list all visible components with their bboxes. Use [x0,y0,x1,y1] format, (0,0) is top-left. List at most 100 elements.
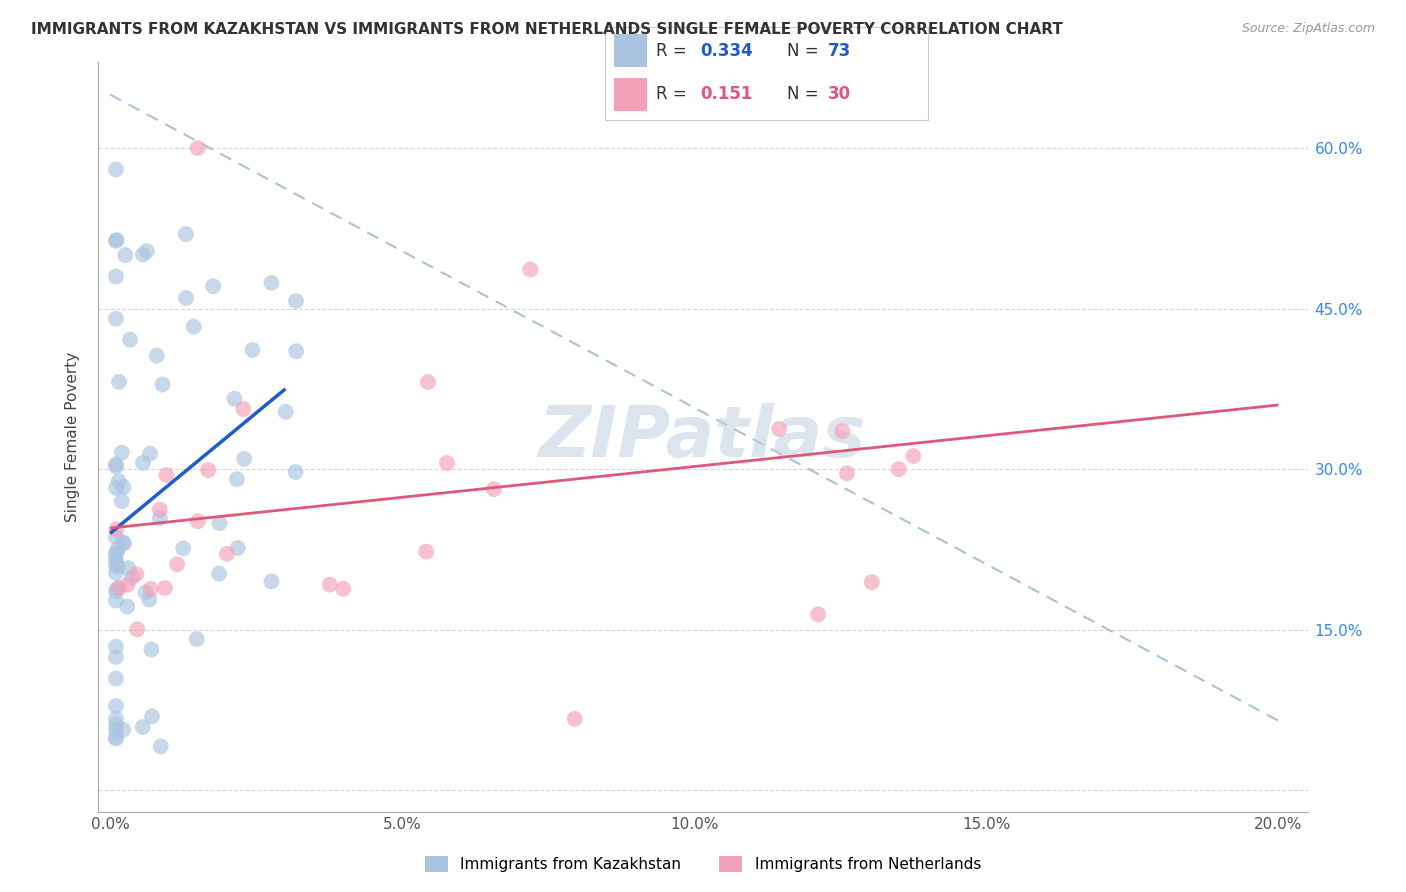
Point [139,582,162,596]
Point [260,574,283,589]
Point [860,575,883,590]
Point [104,548,127,562]
Point [197,463,219,477]
Point [215,547,238,561]
Point [187,141,209,155]
Point [141,642,163,657]
Point [152,377,174,392]
Point [104,269,127,284]
Point [519,262,541,277]
Point [274,405,297,419]
Point [132,720,155,734]
Point [104,554,127,568]
Point [104,566,127,580]
Point [104,717,127,731]
Point [564,712,586,726]
Point [138,592,160,607]
Point [117,577,139,591]
Point [104,584,127,599]
Point [835,467,858,481]
Point [285,344,308,359]
Point [104,731,127,746]
Point [149,502,172,516]
Point [104,162,127,177]
Point [105,233,128,247]
Point [104,530,127,544]
Point [111,494,134,508]
Point [120,333,142,347]
Point [831,424,853,438]
Point [104,712,127,726]
Point [104,640,127,654]
Point [112,480,135,494]
Point [104,546,127,560]
Legend: Immigrants from Kazakhstan, Immigrants from Netherlands: Immigrants from Kazakhstan, Immigrants f… [418,848,988,880]
Point [132,456,155,470]
Text: R =: R = [657,85,697,103]
Point [319,577,342,591]
Point [415,544,437,558]
Point [132,247,155,261]
Point [115,599,138,614]
Point [807,607,830,622]
Point [242,343,264,357]
Point [145,349,167,363]
Point [233,451,256,466]
Point [232,402,254,417]
Point [208,566,231,581]
Point [104,311,127,326]
Point [104,593,127,607]
Bar [614,78,647,111]
Text: 30: 30 [828,85,851,103]
Point [174,227,197,241]
Bar [614,34,647,67]
Point [112,536,135,550]
Point [155,468,177,483]
Text: N =: N = [787,85,824,103]
Point [117,561,139,575]
Point [149,739,172,754]
Point [105,582,128,596]
Point [172,541,194,556]
Point [108,581,131,595]
Point [104,699,127,714]
Point [186,632,208,646]
Point [226,472,249,486]
Point [224,392,246,406]
Point [135,244,157,259]
Point [108,375,131,389]
Point [183,319,205,334]
Point [104,481,127,495]
Point [104,650,127,665]
Text: 73: 73 [828,42,851,60]
Point [166,558,188,572]
Point [436,456,458,470]
Point [111,445,134,459]
Point [226,541,249,555]
Point [284,465,307,479]
Point [174,291,197,305]
Point [260,276,283,290]
Point [187,514,209,528]
Point [104,731,127,745]
Y-axis label: Single Female Poverty: Single Female Poverty [65,352,80,522]
Text: Source: ZipAtlas.com: Source: ZipAtlas.com [1241,22,1375,36]
Text: IMMIGRANTS FROM KAZAKHSTAN VS IMMIGRANTS FROM NETHERLANDS SINGLE FEMALE POVERTY : IMMIGRANTS FROM KAZAKHSTAN VS IMMIGRANTS… [31,22,1063,37]
Point [104,459,127,474]
Point [125,567,148,582]
Text: N =: N = [787,42,824,60]
Point [104,723,127,737]
Point [208,516,231,530]
Point [104,234,127,248]
Text: 0.151: 0.151 [700,85,752,103]
Point [107,474,129,488]
Point [134,585,156,599]
Point [114,248,136,262]
Point [139,446,162,460]
Point [768,422,790,436]
Point [112,723,135,737]
Point [887,462,910,476]
Point [416,375,439,389]
Point [285,293,308,308]
Point [107,559,129,574]
